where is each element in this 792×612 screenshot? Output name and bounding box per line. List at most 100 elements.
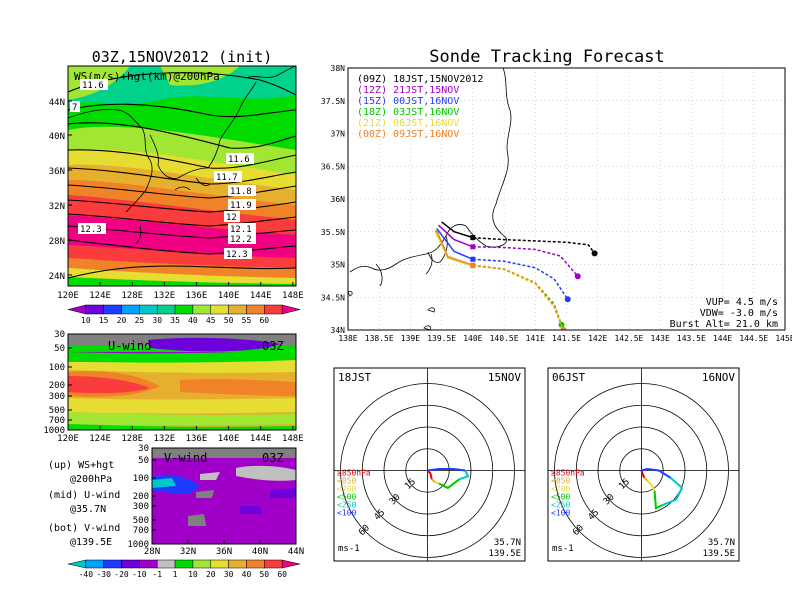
u-lon-tick-label: 136E [186,434,208,444]
hodograph-time-label: 18JST [338,371,371,384]
colorbar-cell [210,304,229,315]
hodograph-segment [646,479,656,492]
contour-label: 12.3 [226,250,248,260]
track-burst-point [470,244,476,250]
map-lat-tick-label: 24N [49,272,65,282]
hodograph-date-label: 16NOV [702,371,735,384]
v-wind-colorbar: -40 -30 -20 -10 -1 1 10 20 30 40 50 60 [67,559,301,579]
hodograph-level-label: <850 [551,477,570,486]
legend-note-line1: (mid) U-wind [48,490,120,501]
hodograph-segment [643,477,649,482]
left-title: 03Z,15NOV2012 (init) [92,48,273,66]
colorbar-cell [264,304,283,315]
colorbar-tick-label: 35 [170,316,180,325]
contour-label: 7 [72,103,77,113]
map-lat-tick-label: 44N [49,98,65,108]
hodograph-level-label: <250 [551,501,570,510]
v-colorbar-cell [228,559,247,569]
hodograph-unit: ms-1 [338,544,360,554]
contour-label: 11.6 [228,155,250,165]
track-landing-point [591,250,598,257]
map-lat-tick-label: 28N [49,237,65,247]
track-lon-tick-label: 144.5E [739,334,768,343]
v-colorbar-tick-label: -10 [132,570,147,579]
hodograph-label-box [693,370,737,384]
v-colorbar-tick-label: -40 [79,570,94,579]
contour-label-box [80,79,108,90]
hodograph-segment [438,478,460,490]
v-lat-tick-label: 40N [252,547,268,557]
v-p-tick-label: 700 [133,526,149,536]
v-colorbar-tick-label: 1 [173,570,178,579]
contour-label: 11.6 [82,81,104,91]
track-lat-tick-label: 36.5N [321,162,345,171]
track-lon-tick-label: 140E [463,334,482,343]
track-lat-tick-label: 36N [331,195,346,204]
colorbar-tick-label: 60 [259,316,269,325]
colorbar-tick-label: 25 [135,316,145,325]
colorbar-cell [228,304,247,315]
hodograph-level-label: <100 [551,509,570,518]
track-lon-tick-label: 141.5E [552,334,581,343]
track-legend-entry: (18Z) 03JST,16NOV [357,107,459,118]
colorbar-tick-label: 10 [81,316,91,325]
v-colorbar-tick-label: 10 [188,570,198,579]
v-colorbar-tick-label: 50 [259,570,269,579]
hodograph-unit: ms-1 [552,544,574,554]
u-lon-tick-label: 144E [250,434,272,444]
u-p-tick-label: 500 [49,406,65,416]
track-lat-tick-label: 34.5N [321,293,345,302]
map-lon-tick-label: 140E [218,291,240,301]
right-title: Sonde Tracking Forecast [429,47,664,67]
contour-label-box [228,223,256,234]
track-line-solid [441,221,474,239]
u-p-tick-label: 50 [54,344,65,354]
hodograph-segment [426,469,433,480]
u-lon-tick-label: 128E [121,434,143,444]
track-legend-entry: (15Z) 00JST,16NOV [357,96,459,107]
track-burst-point [470,256,476,262]
track-legend-entry: (21Z) 06JST,16NOV [357,118,459,129]
v-colorbar-cell [103,559,122,569]
colorbar-cell [174,304,194,315]
contour-label-box [224,211,240,222]
map-lon-tick-label: 144E [250,291,272,301]
track-lon-tick-label: 143.5E [677,334,706,343]
track-lon-tick-label: 142.5E [614,334,643,343]
contour-label-box [228,199,256,210]
hodograph-segment [434,481,440,485]
u-wind-time: 03Z [262,339,284,353]
map-lon-tick-label: 128E [121,291,143,301]
u-p-tick-label: 1000 [43,426,65,436]
v-p-tick-label: 500 [133,516,149,526]
legend-note-line1: (up) WS+hgt [48,460,114,471]
v-p-tick-label: 1000 [127,540,149,550]
track-legend-entry: (09Z) 18JST,15NOV2012 [357,74,483,85]
v-p-tick-label: 200 [133,492,149,502]
map-lon-tick-label: 136E [186,291,208,301]
v-p-tick-label: 100 [133,474,149,484]
colorbar-cell [192,304,212,315]
contour-label-box [228,233,256,244]
track-lon-tick-label: 145E [775,334,792,343]
legend-note-line1: (bot) V-wind [48,523,120,534]
track-lon-tick-label: 143E [651,334,670,343]
v-lat-tick-label: 28N [144,547,160,557]
colorbar-tick-label: 30 [152,316,162,325]
v-lat-tick-label: 32N [180,547,196,557]
track-lon-tick-label: 144E [713,334,732,343]
hodograph-level-label: <700 [337,485,356,494]
colorbar-cell [67,304,87,315]
v-colorbar-cell [139,559,158,569]
track-lon-tick-label: 140.5E [490,334,519,343]
colorbar-cell [85,304,104,315]
colorbar-tick-label: 20 [117,316,127,325]
colorbar-tick-label: 45 [206,316,216,325]
v-lat-tick-label: 44N [288,547,304,557]
track-landing-point [574,273,581,280]
